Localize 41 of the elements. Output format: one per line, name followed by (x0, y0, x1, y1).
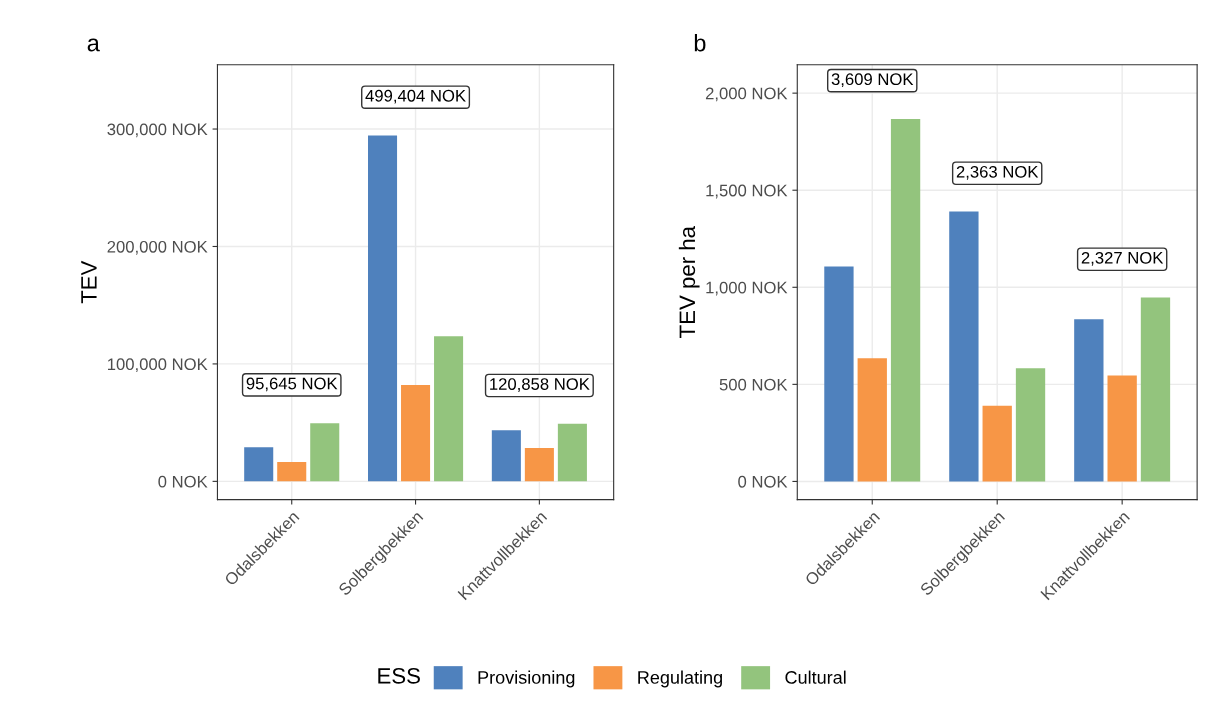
bar (982, 405, 1012, 482)
bar (1140, 297, 1171, 482)
annotation: 3,609 NOK (831, 73, 914, 88)
bar (949, 211, 979, 482)
y-tick-label: 100,000 NOK (108, 358, 208, 373)
y-axis-title: TEV per ha (678, 226, 700, 338)
legend-label: Regulating (638, 670, 722, 688)
bar (890, 118, 921, 482)
bar (368, 135, 398, 482)
bar (1015, 368, 1046, 482)
bar (491, 430, 521, 482)
y-tick-label: 2,000 NOK (705, 87, 788, 102)
bar (1074, 319, 1104, 482)
bar (401, 385, 431, 482)
annotation: 2,363 NOK (956, 165, 1039, 180)
bar (524, 447, 554, 482)
y-tick-label: 0 NOK (738, 475, 788, 488)
y-tick-label: 0 NOK (158, 475, 208, 488)
chart-title: a (87, 38, 100, 52)
legend-title: ESS (378, 667, 420, 684)
chart-title: b (694, 34, 706, 52)
annotation: 95,645 NOK (246, 377, 338, 392)
y-tick-label: 500 NOK (719, 378, 788, 391)
annotation: 2,327 NOK (1081, 251, 1164, 266)
bar (1107, 375, 1137, 482)
bar (434, 336, 464, 482)
y-tick-label: 300,000 NOK (107, 123, 208, 138)
y-tick-label: 1,000 NOK (706, 281, 788, 296)
bar (310, 423, 340, 482)
bar (557, 423, 587, 482)
legend-label: Provisioning (478, 670, 575, 688)
legend-label: Cultural (785, 670, 846, 684)
y-tick-label: 1,500 NOK (706, 184, 788, 199)
y-tick-label: 200,000 NOK (107, 240, 208, 255)
annotation: 499,404 NOK (365, 89, 466, 104)
bar (824, 266, 854, 482)
y-axis-title: TEV (81, 260, 97, 304)
bar (857, 358, 887, 482)
bar (277, 461, 307, 482)
annotation: 120,858 NOK (490, 378, 590, 392)
bar (244, 447, 274, 482)
